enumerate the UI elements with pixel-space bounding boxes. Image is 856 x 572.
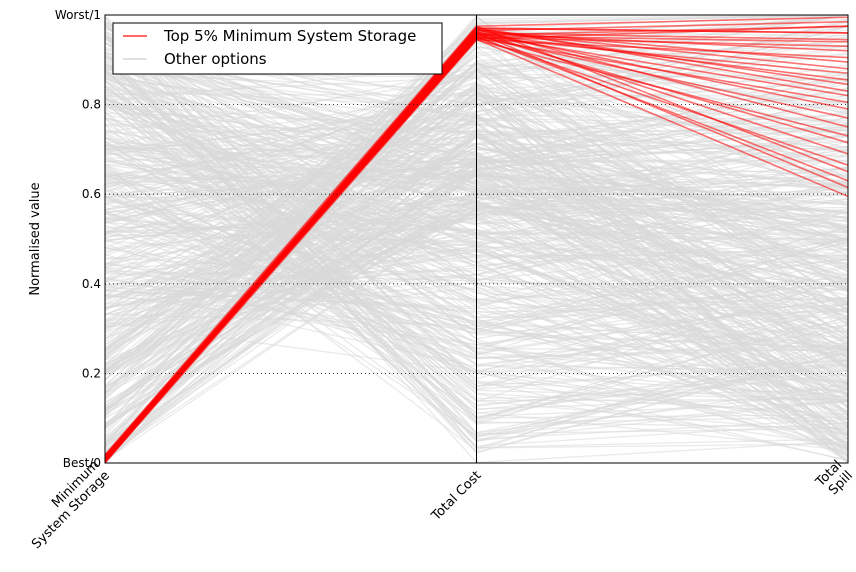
plot-frame bbox=[104, 14, 849, 464]
legend-label: Other options bbox=[164, 50, 267, 68]
legend: Top 5% Minimum System Storage Other optio… bbox=[112, 22, 443, 75]
legend-label: Top 5% Minimum System Storage bbox=[163, 27, 416, 45]
y-tick-label: Worst/1 bbox=[55, 8, 101, 22]
y-tick-label: 0.8 bbox=[82, 98, 101, 112]
y-tick-label: 0.2 bbox=[82, 366, 101, 380]
y-tick-label: Best/0 bbox=[63, 456, 101, 470]
y-axis-label: Normalised value bbox=[28, 182, 43, 295]
y-tick-label: 0.6 bbox=[82, 187, 101, 201]
y-tick-label: 0.4 bbox=[82, 277, 101, 291]
x-axis-label: MinimumSystem Storage bbox=[19, 458, 113, 552]
legend-box bbox=[112, 22, 443, 75]
x-axis-labels: MinimumSystem Storage Total Cost TotalSpil… bbox=[19, 458, 856, 552]
x-axis-label: Total Cost bbox=[428, 468, 484, 524]
x-axis-label: TotalSpill bbox=[813, 458, 856, 501]
y-ticks: Best/0 0.2 0.4 0.6 0.8 Worst/1 bbox=[55, 8, 101, 470]
